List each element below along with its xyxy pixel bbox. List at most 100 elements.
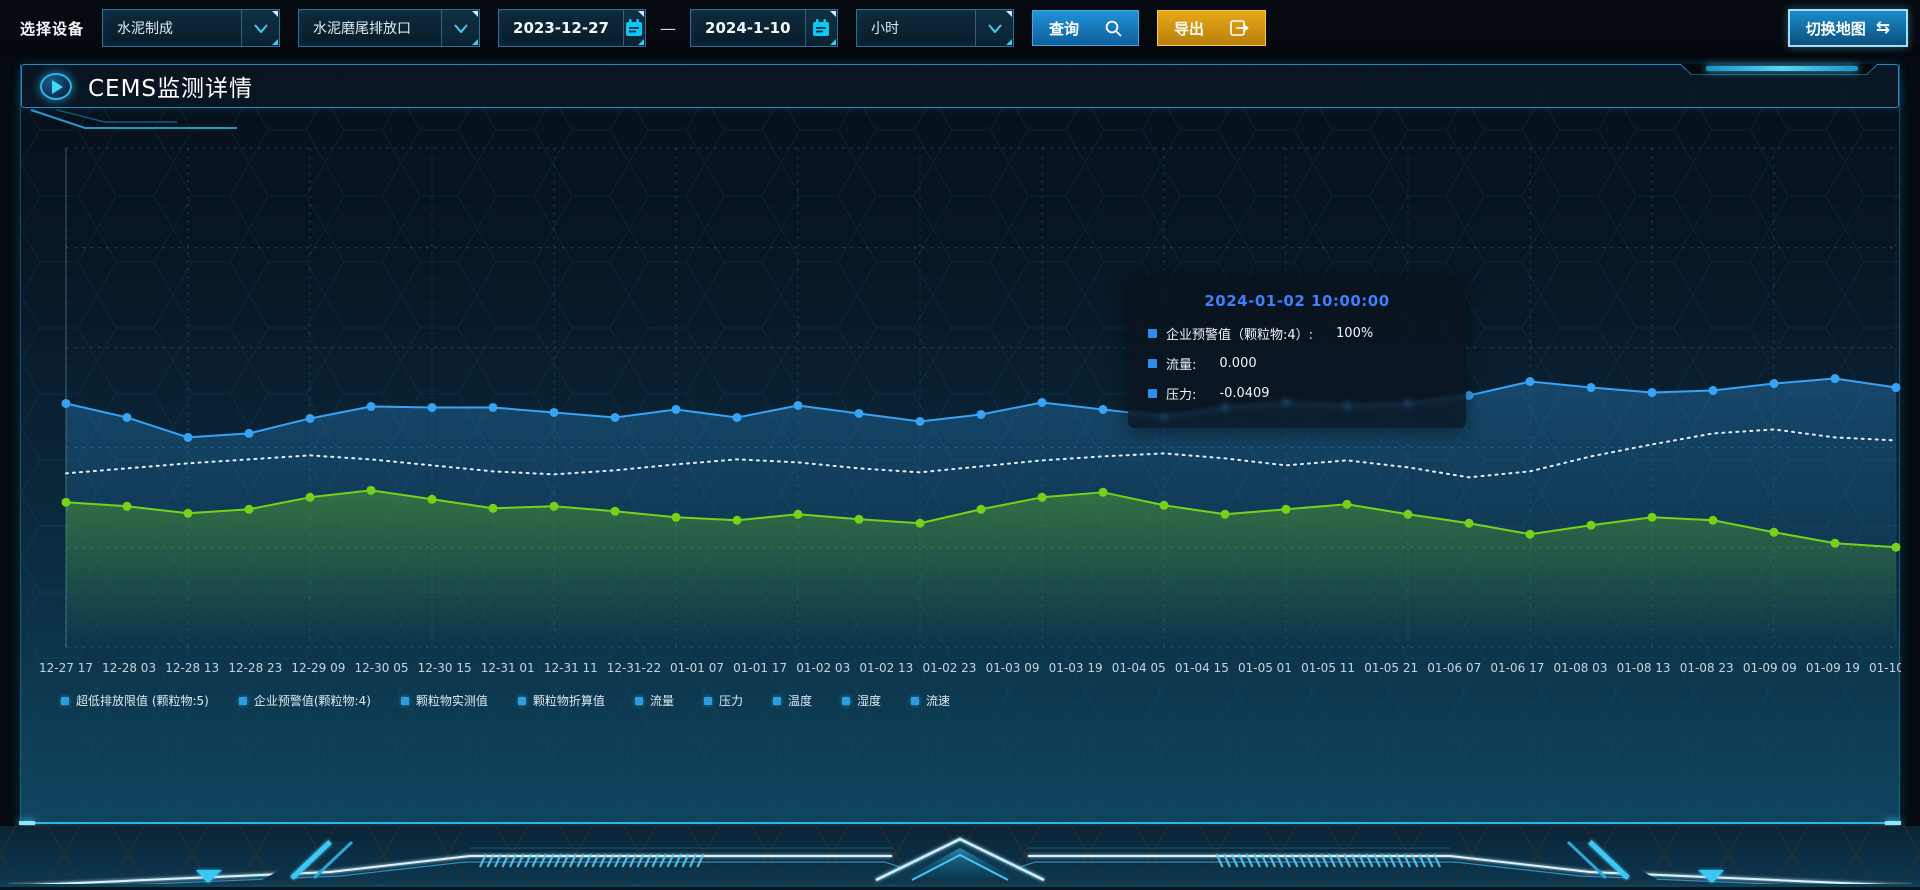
x-axis-label: 01-06 17 bbox=[1490, 661, 1544, 675]
legend-marker-icon bbox=[61, 696, 69, 705]
legend-marker-icon bbox=[772, 696, 781, 705]
legend-label: 温度 bbox=[787, 694, 812, 708]
device-select[interactable]: 水泥制成 bbox=[102, 9, 281, 47]
chart-legend: 超低排放限值 (颗粒物:5) 企业预警值(颗粒物:4) 颗粒物实测值 颗粒物折算值 流量… bbox=[61, 692, 950, 709]
x-axis-label: 12-30 15 bbox=[418, 661, 472, 675]
chevron-down-icon[interactable] bbox=[441, 10, 480, 46]
x-axis-label: 01-01 07 bbox=[670, 661, 724, 675]
legend-label: 湿度 bbox=[856, 694, 881, 708]
tooltip-row: 压力: -0.0409 bbox=[1148, 384, 1446, 403]
play-icon bbox=[40, 72, 72, 100]
outlet-select[interactable]: 水泥磨尾排放口 bbox=[298, 9, 481, 47]
x-axis-label: 01-02 23 bbox=[922, 661, 976, 675]
tooltip-row-label: 流量: bbox=[1166, 358, 1197, 373]
legend-marker-icon bbox=[634, 696, 643, 705]
legend-marker-icon bbox=[703, 696, 712, 705]
x-axis-label: 12-30 05 bbox=[355, 661, 409, 675]
chevron-down-icon[interactable] bbox=[241, 10, 280, 46]
legend-item[interactable]: 企业预警值(颗粒物:4) bbox=[238, 692, 371, 709]
x-axis-label: 01-04 05 bbox=[1112, 661, 1166, 675]
interval-select-value: 小时 bbox=[871, 21, 900, 37]
x-axis-label: 12-28 03 bbox=[102, 661, 156, 675]
page-title: CEMS监测详情 bbox=[88, 76, 254, 102]
end-date-value: 2024-1-10 bbox=[705, 19, 791, 37]
x-axis-label: 12-31-22 bbox=[607, 661, 661, 675]
x-axis-label: 01-01 17 bbox=[733, 661, 787, 675]
tooltip-row: 企业预警值（颗粒物:4）: 100% bbox=[1148, 324, 1446, 343]
outlet-select-value: 水泥磨尾排放口 bbox=[313, 21, 412, 37]
export-button-label: 导出 bbox=[1174, 19, 1205, 38]
x-axis-label: 12-28 23 bbox=[228, 661, 282, 675]
query-button[interactable]: 查询 bbox=[1032, 10, 1140, 46]
x-axis-label: 12-31 01 bbox=[481, 661, 535, 675]
start-date-value: 2023-12-27 bbox=[513, 19, 609, 37]
x-axis-label: 01-09 09 bbox=[1743, 661, 1797, 675]
search-icon bbox=[1105, 20, 1122, 37]
legend-label: 颗粒物实测值 bbox=[415, 694, 488, 708]
legend-label: 超低排放限值 (颗粒物:5) bbox=[76, 694, 209, 708]
legend-label: 压力 bbox=[718, 694, 743, 708]
legend-label: 颗粒物折算值 bbox=[532, 694, 605, 708]
tech-footer-decoration bbox=[0, 826, 1920, 890]
x-axis-label: 01-06 07 bbox=[1427, 661, 1481, 675]
interval-select[interactable]: 小时 bbox=[856, 9, 1015, 47]
start-date-picker[interactable]: 2023-12-27 bbox=[498, 9, 647, 47]
switch-map-button[interactable]: 切换地图 ⇆ bbox=[1787, 9, 1908, 47]
series-marker-icon bbox=[1148, 329, 1157, 338]
legend-label: 流速 bbox=[926, 694, 951, 708]
series-marker-icon bbox=[1148, 389, 1157, 398]
export-button[interactable]: 导出 bbox=[1157, 10, 1267, 46]
end-date-picker[interactable]: 2024-1-10 bbox=[690, 9, 839, 47]
legend-item[interactable]: 颗粒物实测值 bbox=[400, 692, 488, 709]
x-axis-label: 01-08 23 bbox=[1680, 661, 1734, 675]
chevron-down-icon[interactable] bbox=[975, 10, 1014, 46]
legend-item[interactable]: 湿度 bbox=[841, 692, 881, 709]
x-axis-label: 12-29 09 bbox=[291, 661, 345, 675]
legend-label: 企业预警值(颗粒物:4) bbox=[253, 694, 371, 708]
tooltip-row-value: -0.0409 bbox=[1219, 386, 1270, 401]
x-axis-label: 01-02 13 bbox=[859, 661, 913, 675]
cems-line-chart[interactable]: 12-27 17 12-28 03 12-28 13 12-28 23 12-29 09… bbox=[21, 108, 1901, 688]
tooltip-row-label: 企业预警值（颗粒物:4）: bbox=[1166, 328, 1314, 343]
legend-marker-icon bbox=[517, 696, 526, 705]
device-select-value: 水泥制成 bbox=[117, 21, 174, 37]
x-axis-label: 01-02 03 bbox=[796, 661, 850, 675]
x-axis-label: 01-09 19 bbox=[1806, 661, 1860, 675]
legend-item[interactable]: 超低排放限值 (颗粒物:5) bbox=[61, 692, 209, 709]
legend-item[interactable]: 流速 bbox=[911, 692, 950, 709]
tooltip-row: 流量: 0.000 bbox=[1148, 354, 1446, 373]
device-select-label: 选择设备 bbox=[20, 19, 85, 38]
tooltip-row-label: 压力: bbox=[1166, 388, 1197, 403]
query-button-label: 查询 bbox=[1049, 19, 1080, 38]
panel-header: CEMS监测详情 bbox=[21, 64, 1899, 108]
swap-arrows-icon: ⇆ bbox=[1875, 18, 1890, 38]
x-axis-label: 12-31 11 bbox=[544, 661, 598, 675]
tooltip-timestamp: 2024-01-02 10:00:00 bbox=[1204, 292, 1390, 310]
legend-marker-icon bbox=[911, 696, 919, 705]
legend-item[interactable]: 压力 bbox=[703, 692, 743, 709]
x-axis-label: 01-03 09 bbox=[986, 661, 1040, 675]
series-marker-icon bbox=[1148, 359, 1157, 368]
legend-label: 流量 bbox=[649, 694, 674, 708]
x-axis-label: 01-05 01 bbox=[1238, 661, 1292, 675]
calendar-icon[interactable] bbox=[622, 10, 646, 46]
legend-item[interactable]: 流量 bbox=[634, 692, 674, 709]
legend-marker-icon bbox=[238, 696, 247, 705]
chart-tooltip: 2024-01-02 10:00:00 企业预警值（颗粒物:4）: 100% 流量:… bbox=[1128, 276, 1466, 428]
x-axis-label: 01-05 11 bbox=[1301, 661, 1355, 675]
legend-marker-icon bbox=[841, 696, 850, 705]
x-axis-label: 01-04 15 bbox=[1175, 661, 1229, 675]
x-axis-label: 01-05 21 bbox=[1364, 661, 1418, 675]
tooltip-row-value: 0.000 bbox=[1219, 356, 1257, 371]
export-icon bbox=[1230, 20, 1249, 36]
legend-item[interactable]: 温度 bbox=[772, 692, 812, 709]
top-toolbar: 选择设备 水泥制成 水泥磨尾排放口 2023-12-27 — 2024-1-10 bbox=[0, 0, 1920, 56]
tooltip-row-value: 100% bbox=[1336, 326, 1374, 341]
x-axis-label: 12-28 13 bbox=[165, 661, 219, 675]
x-axis-label: 01-08 13 bbox=[1617, 661, 1671, 675]
calendar-icon[interactable] bbox=[804, 10, 838, 46]
legend-item[interactable]: 颗粒物折算值 bbox=[517, 692, 605, 709]
cems-monitor-panel: CEMS监测详情 12-27 17 12-28 03 12-28 13 12-28 2… bbox=[19, 64, 1901, 825]
date-range-separator: — bbox=[660, 18, 677, 38]
x-axis-label: 01-08 03 bbox=[1554, 661, 1608, 675]
